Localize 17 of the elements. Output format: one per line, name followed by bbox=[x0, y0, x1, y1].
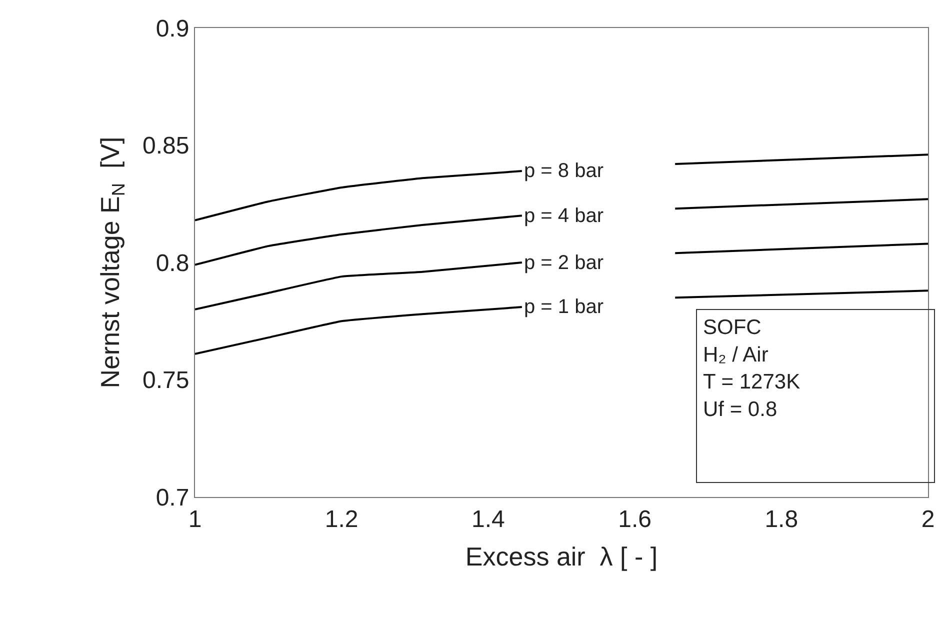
y-tick-label: 0.9 bbox=[156, 15, 190, 42]
y-tick-label: 0.85 bbox=[142, 132, 190, 160]
annotation: SOFC H₂ / Air T = 1273K Uf = 0.8 bbox=[703, 316, 800, 421]
x-tick-label: 1.8 bbox=[764, 506, 798, 533]
series-label: p = 8 bar bbox=[524, 160, 604, 182]
x-tick-label: 1.2 bbox=[324, 506, 358, 533]
series-label: p = 2 bar bbox=[524, 252, 604, 274]
series-label: p = 4 bar bbox=[524, 205, 604, 227]
series-label: p = 1 bar bbox=[524, 296, 604, 318]
y-tick-label: 0.7 bbox=[156, 484, 190, 512]
y-tick-label: 0.75 bbox=[142, 367, 190, 394]
x-tick-label: 2 bbox=[921, 506, 935, 533]
y-tick-label: 0.8 bbox=[156, 250, 190, 277]
x-tick-label: 1.4 bbox=[472, 506, 505, 533]
x-axis-title: Excess air λ [ - ] bbox=[465, 542, 658, 572]
x-tick-label: 1 bbox=[188, 506, 202, 533]
x-tick-label: 1.6 bbox=[618, 506, 652, 533]
